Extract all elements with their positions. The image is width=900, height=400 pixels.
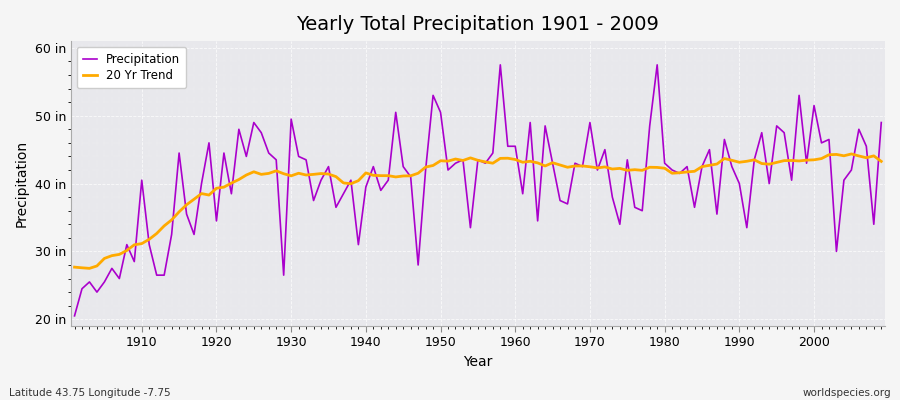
20 Yr Trend — [607, 167, 617, 172]
Precipitation — [293, 154, 304, 159]
Text: Latitude 43.75 Longitude -7.75: Latitude 43.75 Longitude -7.75 — [9, 388, 171, 398]
Text: worldspecies.org: worldspecies.org — [803, 388, 891, 398]
Precipitation — [129, 259, 140, 264]
20 Yr Trend — [137, 241, 148, 246]
20 Yr Trend — [346, 181, 356, 186]
Precipitation — [509, 144, 520, 149]
X-axis label: Year: Year — [464, 355, 492, 369]
Legend: Precipitation, 20 Yr Trend: Precipitation, 20 Yr Trend — [76, 47, 186, 88]
Precipitation — [607, 195, 617, 200]
20 Yr Trend — [518, 160, 528, 165]
Y-axis label: Precipitation: Precipitation — [15, 140, 29, 227]
Line: Precipitation: Precipitation — [75, 65, 881, 316]
Precipitation — [876, 120, 886, 125]
20 Yr Trend — [876, 159, 886, 164]
Precipitation — [69, 314, 80, 318]
20 Yr Trend — [846, 152, 857, 156]
20 Yr Trend — [84, 266, 94, 271]
Precipitation — [495, 62, 506, 67]
Precipitation — [338, 191, 349, 196]
Precipitation — [518, 191, 528, 196]
20 Yr Trend — [509, 157, 520, 162]
20 Yr Trend — [69, 265, 80, 270]
20 Yr Trend — [301, 173, 311, 178]
Line: 20 Yr Trend: 20 Yr Trend — [75, 154, 881, 268]
Title: Yearly Total Precipitation 1901 - 2009: Yearly Total Precipitation 1901 - 2009 — [296, 15, 660, 34]
